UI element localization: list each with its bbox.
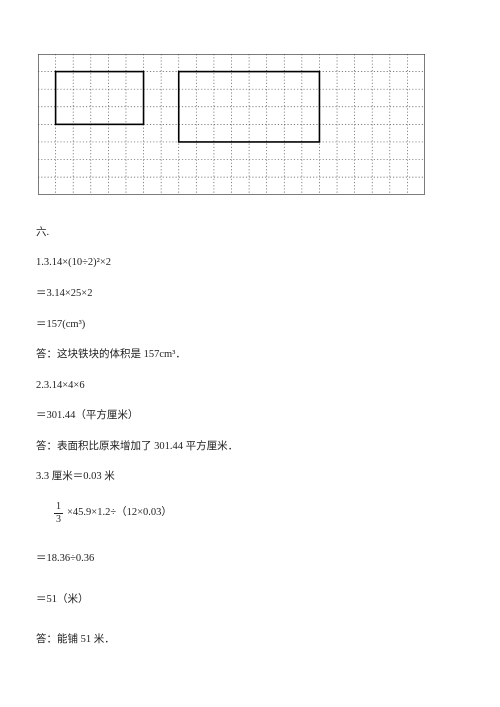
line: ＝157(cm³) xyxy=(36,319,464,332)
line-answer: 答：表面积比原来增加了 301.44 平方厘米． xyxy=(36,441,464,454)
line: ＝51（米） xyxy=(36,594,464,607)
fraction-line: 1 3 ×45.9×1.2÷（12×0.03） xyxy=(36,502,464,525)
line: ＝18.36÷0.36 xyxy=(36,553,464,566)
section-header: 六. xyxy=(36,227,464,240)
grid-diagram xyxy=(38,54,425,195)
line-answer: 答：这块铁块的体积是 157cm³． xyxy=(36,349,464,362)
line: 1.3.14×(10÷2)²×2 xyxy=(36,257,464,270)
line: 2.3.14×4×6 xyxy=(36,380,464,393)
line-answer: 答：能铺 51 米． xyxy=(36,634,464,647)
fraction-one-third: 1 3 xyxy=(54,502,63,525)
fraction-denominator: 3 xyxy=(54,514,63,525)
fraction-numerator: 1 xyxy=(54,502,63,514)
line: ＝3.14×25×2 xyxy=(36,288,464,301)
solution-text: 六. 1.3.14×(10÷2)²×2 ＝3.14×25×2 ＝157(cm³)… xyxy=(36,227,464,647)
line: 3.3 厘米＝0.03 米 xyxy=(36,471,464,484)
line: ＝301.44（平方厘米） xyxy=(36,410,464,423)
fraction-line-rest: ×45.9×1.2÷（12×0.03） xyxy=(67,507,172,520)
